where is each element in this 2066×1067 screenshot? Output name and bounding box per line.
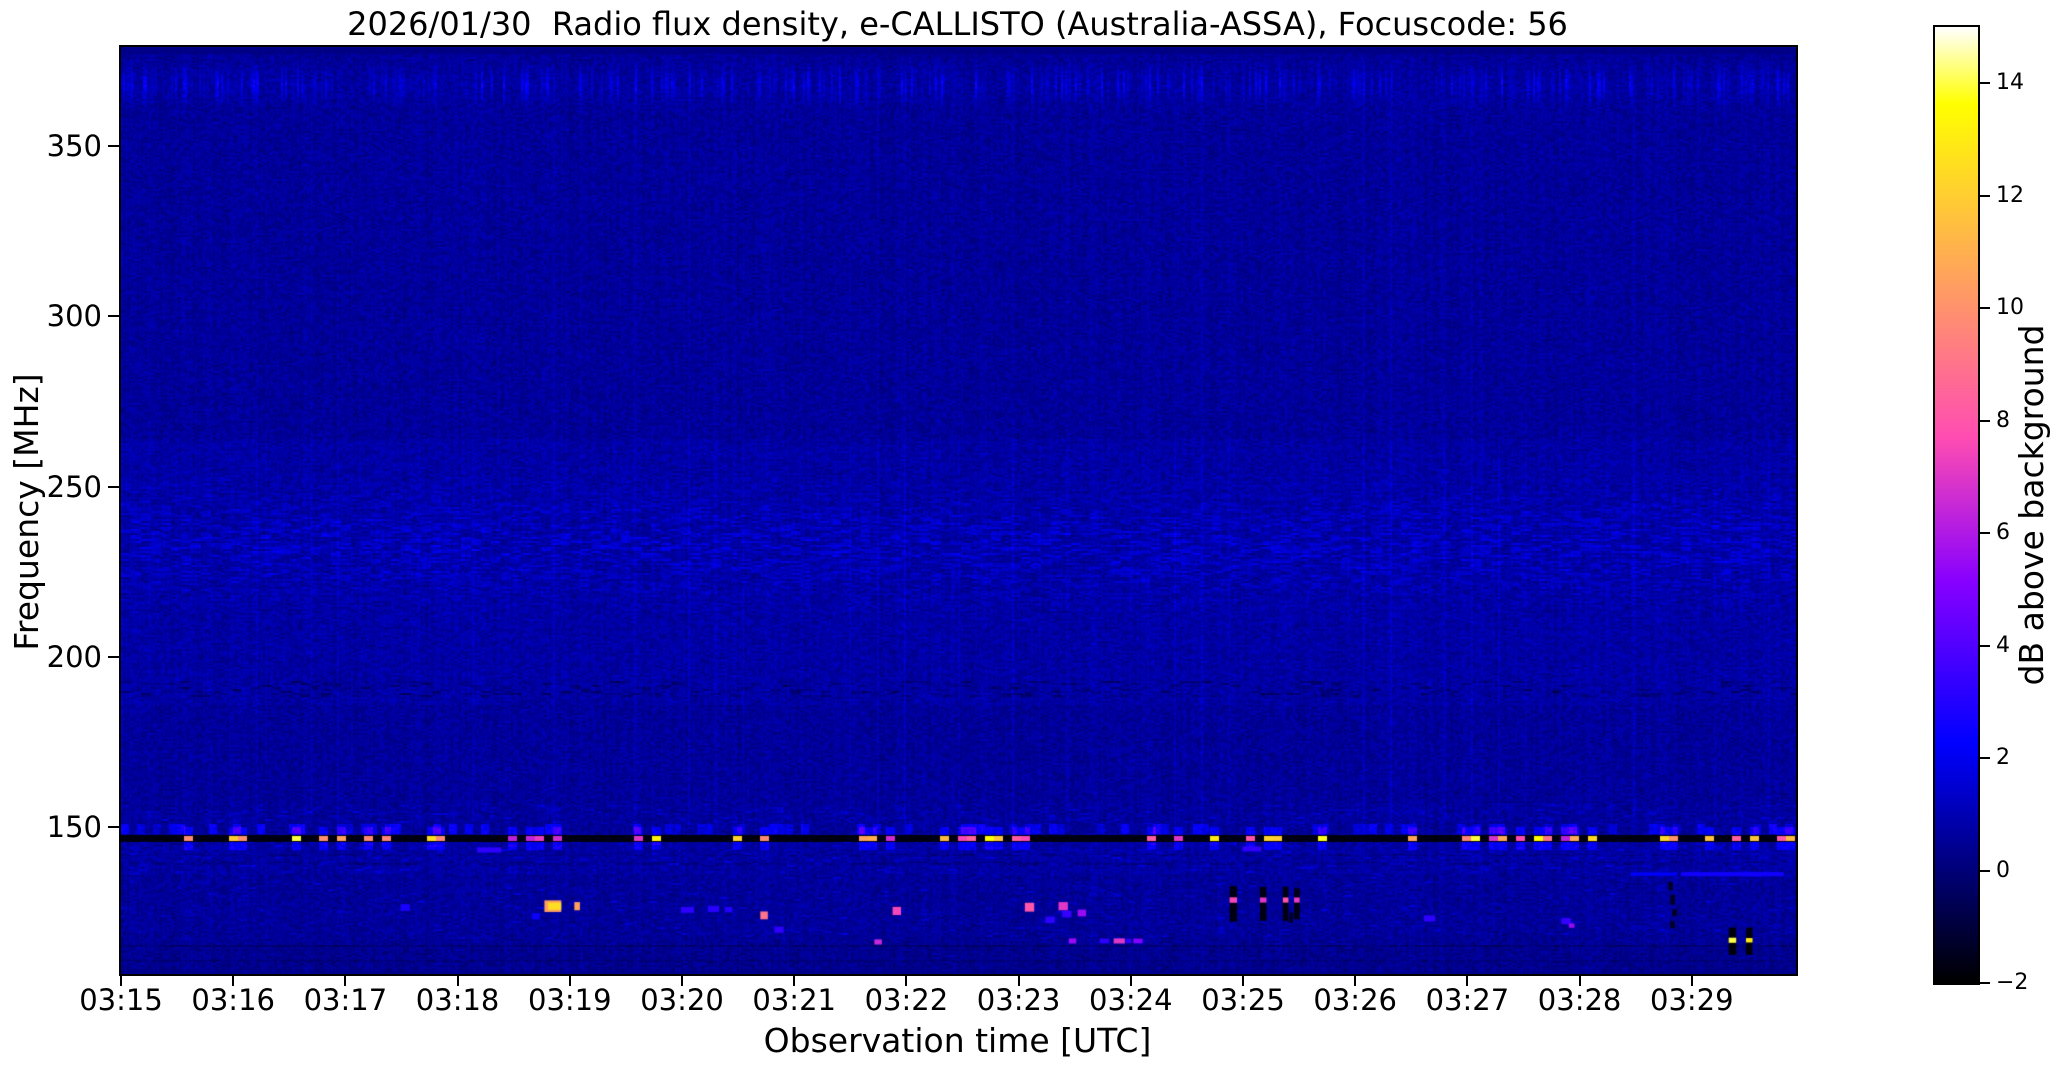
- y-tick-label: 300: [46, 299, 102, 334]
- colorbar-frame: [1933, 25, 1980, 985]
- y-tick-mark: [108, 315, 119, 318]
- y-tick-mark: [108, 485, 119, 488]
- x-tick-label: 03:20: [640, 983, 724, 1017]
- colorbar-tick-label: 8: [1996, 407, 2010, 433]
- colorbar-gradient: [1935, 27, 1978, 983]
- x-tick-mark: [1354, 976, 1357, 986]
- colorbar-tick-label: 2: [1996, 745, 2010, 771]
- x-tick-label: 03:26: [1313, 983, 1397, 1017]
- x-tick-label: 03:27: [1425, 983, 1510, 1017]
- x-tick-mark: [1466, 976, 1469, 986]
- colorbar-tick-mark: [1980, 869, 1990, 872]
- colorbar-tick-label: 10: [1996, 295, 2024, 321]
- y-tick-label: 350: [46, 128, 102, 163]
- x-tick-label: 03:19: [528, 983, 612, 1017]
- colorbar-label: dB above background: [2012, 324, 2051, 686]
- colorbar-tick-label: 4: [1996, 632, 2010, 658]
- colorbar-tick-mark: [1980, 419, 1990, 422]
- x-tick-label: 03:17: [303, 983, 388, 1017]
- y-tick-mark: [108, 656, 119, 659]
- colorbar-tick-mark: [1980, 644, 1990, 647]
- x-tick-label: 03:16: [191, 983, 275, 1017]
- x-tick-mark: [344, 976, 347, 986]
- x-tick-mark: [905, 976, 908, 986]
- plot-frame: [119, 45, 1798, 976]
- colorbar-tick-mark: [1980, 194, 1990, 197]
- x-tick-label: 03:24: [1089, 983, 1173, 1017]
- x-tick-mark: [1578, 976, 1581, 986]
- y-tick-label: 150: [46, 810, 102, 845]
- x-tick-mark: [456, 976, 459, 986]
- x-tick-label: 03:23: [976, 983, 1061, 1017]
- colorbar-tick-mark: [1980, 82, 1990, 85]
- x-tick-label: 03:21: [752, 983, 836, 1017]
- x-tick-mark: [681, 976, 683, 986]
- x-tick-mark: [1017, 976, 1020, 986]
- colorbar-tick-label: −2: [1996, 970, 2029, 995]
- y-tick-label: 250: [46, 469, 102, 504]
- colorbar-tick-label: 14: [1996, 70, 2024, 96]
- x-tick-mark: [568, 976, 571, 986]
- x-tick-mark: [120, 976, 122, 986]
- colorbar-tick-mark: [1980, 757, 1990, 760]
- colorbar-tick-mark: [1980, 307, 1990, 310]
- colorbar-tick-mark: [1980, 982, 1990, 984]
- x-tick-mark: [232, 976, 235, 986]
- x-tick-label: 03:18: [415, 983, 500, 1017]
- colorbar-tick-label: 0: [1996, 857, 2010, 883]
- x-tick-mark: [1242, 976, 1244, 986]
- x-tick-label: 03:15: [79, 983, 163, 1017]
- x-tick-mark: [793, 976, 796, 986]
- y-tick-mark: [108, 826, 119, 829]
- x-tick-mark: [1129, 976, 1132, 986]
- x-tick-label: 03:22: [864, 983, 949, 1017]
- x-tick-label: 03:28: [1537, 983, 1622, 1017]
- y-tick-mark: [108, 144, 119, 147]
- colorbar-tick-mark: [1980, 532, 1990, 535]
- x-tick-mark: [1690, 976, 1693, 986]
- x-axis-label: Observation time [UTC]: [763, 1021, 1152, 1060]
- x-tick-label: 03:25: [1201, 983, 1285, 1017]
- colorbar-tick-label: 6: [1996, 520, 2010, 546]
- spectrogram-heatmap: [121, 47, 1796, 974]
- y-tick-label: 200: [46, 640, 102, 675]
- chart-title: 2026/01/30 Radio flux density, e-CALLIST…: [347, 5, 1568, 43]
- x-tick-label: 03:29: [1650, 983, 1734, 1017]
- colorbar-tick-label: 12: [1996, 182, 2024, 208]
- y-axis-label: Frequency [MHz]: [7, 373, 46, 651]
